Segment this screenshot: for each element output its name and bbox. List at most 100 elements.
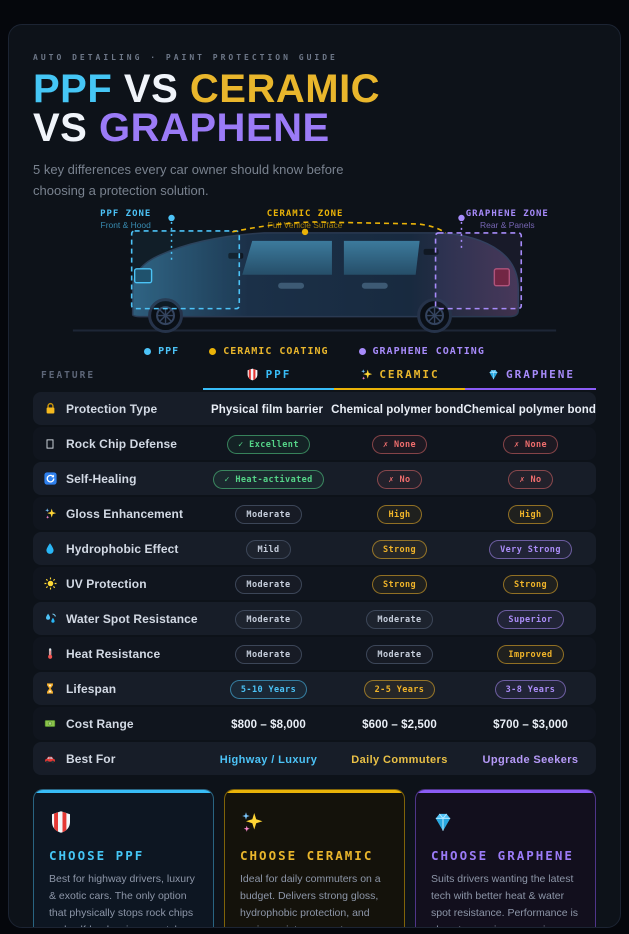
graphene-zone-label: GRAPHENE ZONE — [466, 209, 549, 219]
title-word-graphene: GRAPHENE — [98, 106, 330, 151]
feature-label: Self-Healing — [66, 471, 137, 486]
feature-label: Lifespan — [66, 681, 117, 696]
feature-label: Best For — [66, 751, 116, 766]
diamond-icon — [486, 368, 500, 381]
car-diagram-svg: PPF ZONE Front & Hood CERAMIC ZONE Full … — [72, 209, 557, 333]
choose-ceramic-card: CHOOSE CERAMIC Ideal for daily commuters… — [224, 789, 405, 927]
feature-label: Water Spot Resistance — [66, 611, 198, 626]
card-body: Suits drivers wanting the latest tech wi… — [431, 873, 579, 927]
column-label: PPF — [265, 368, 292, 382]
ppf-value: Highway / Luxury — [219, 753, 318, 766]
diamond-icon — [431, 810, 580, 836]
graphene-value: Strong — [502, 574, 559, 594]
table-row-water-spot-resistance: Water Spot Resistance Moderate Moderate … — [33, 602, 596, 636]
ppf-value: Moderate — [235, 504, 302, 524]
ceramic-value: Daily Commuters — [351, 753, 448, 766]
card-accent-bar — [416, 790, 595, 794]
ppf-column-header: PPF — [203, 368, 334, 391]
rock-icon — [43, 438, 57, 450]
feature-column-header: FEATURE — [41, 370, 96, 382]
feature-label: Protection Type — [66, 401, 158, 416]
card-body: Best for highway drivers, luxury & exoti… — [49, 873, 195, 927]
table-row-self-healing: Self-Healing ✓ Heat-activated ✗ No ✗ No — [33, 462, 596, 496]
ceramic-zone-line — [232, 220, 446, 234]
legend-dot-purple — [358, 347, 366, 355]
car-zone-diagram: PPF ZONE Front & Hood CERAMIC ZONE Full … — [33, 205, 596, 359]
door-handle-2 — [361, 282, 388, 289]
choose-graphene-card: CHOOSE GRAPHENE Suits drivers wanting th… — [415, 789, 596, 927]
water-spots-icon — [43, 612, 57, 625]
wheel-front — [148, 297, 183, 333]
wheel-rear — [417, 297, 453, 333]
legend-label: GRAPHENE COATING — [372, 345, 485, 357]
graphene-value: Improved — [497, 644, 564, 664]
card-title: CHOOSE PPF — [49, 848, 145, 864]
ceramic-value: Chemical polymer bond — [331, 403, 464, 416]
taillight — [493, 267, 510, 287]
sun-icon — [43, 577, 57, 590]
headlight — [133, 267, 153, 284]
graphene-zone-overlay — [434, 231, 523, 310]
table-row-heat-resistance: Heat Resistance Moderate Moderate Improv… — [33, 637, 596, 671]
feature-label: Rock Chip Defense — [66, 436, 178, 451]
graphene-value: Very Strong — [489, 539, 572, 559]
ceramic-value: 2-5 Years — [363, 679, 436, 699]
ceramic-value: ✗ No — [377, 469, 422, 489]
table-body: Protection Type Physical film barrier Ch… — [33, 392, 596, 776]
graphene-leader-dot — [458, 214, 465, 221]
car-window-front — [242, 240, 332, 275]
car-icon — [43, 753, 57, 765]
legend-item-graphene: GRAPHENE COATING — [358, 345, 485, 357]
graphene-column-header: GRAPHENE — [465, 368, 596, 391]
graphene-value: 3-8 Years — [494, 679, 567, 699]
card-title: CHOOSE GRAPHENE — [431, 848, 574, 864]
legend-label: PPF — [158, 345, 180, 357]
table-row-protection-type: Protection Type Physical film barrier Ch… — [33, 392, 596, 426]
ppf-value: Moderate — [235, 574, 302, 594]
ceramic-value: Moderate — [366, 644, 433, 664]
ppf-value: Moderate — [235, 644, 302, 664]
table-header: FEATURE PPF CERAMIC GRAPHENE — [33, 368, 596, 391]
ceramic-value: High — [377, 504, 422, 524]
legend-dot-cyan — [144, 347, 152, 355]
table-row-best-for: Best For Highway / Luxury Daily Commuter… — [33, 742, 596, 776]
table-row-gloss-enhancement: Gloss Enhancement Moderate High High — [33, 497, 596, 531]
legend-label: CERAMIC COATING — [223, 345, 329, 357]
banknote-icon — [43, 718, 57, 729]
refresh-icon — [43, 472, 57, 485]
legend-item-ceramic: CERAMIC COATING — [209, 346, 328, 357]
ceramic-value: ✗ None — [371, 434, 428, 454]
column-label: CERAMIC — [379, 368, 440, 382]
ppf-value: Moderate — [235, 609, 302, 629]
ppf-value: Mild — [246, 539, 291, 559]
ppf-zone-overlay — [130, 229, 241, 310]
title-word-ppf: PPF — [33, 67, 113, 111]
ppf-zone-label: PPF ZONE — [100, 209, 151, 219]
table-row-hydrophobic-effect: Hydrophobic Effect Mild Strong Very Stro… — [33, 532, 596, 566]
ppf-value: $800 – $8,000 — [231, 718, 306, 731]
ppf-value: ✓ Heat-activated — [213, 469, 324, 489]
feature-label: Hydrophobic Effect — [66, 541, 179, 556]
ceramic-value: Strong — [371, 539, 428, 559]
graphene-value: ✗ None — [502, 434, 559, 454]
droplet-icon — [43, 542, 57, 555]
sparkles-icon — [43, 507, 57, 520]
legend-item-ppf: PPF — [144, 346, 179, 357]
recommendation-cards: CHOOSE PPF Best for highway drivers, lux… — [33, 789, 596, 927]
ppf-leader-dot — [168, 214, 175, 221]
ceramic-leader-dot — [301, 228, 309, 235]
sparkles-icon — [240, 810, 389, 836]
hourglass-icon — [43, 682, 57, 695]
table-row-rock-chip-defense: Rock Chip Defense ✓ Excellent ✗ None ✗ N… — [33, 427, 596, 461]
car-window-rear — [343, 240, 420, 275]
title-word-vs1: VS — [123, 67, 179, 111]
ceramic-value: $600 – $2,500 — [362, 718, 437, 731]
ceramic-zone-sublabel: Full Vehicle Surface — [268, 220, 343, 230]
graphene-value: Superior — [497, 609, 564, 629]
ppf-value: 5-10 Years — [229, 679, 308, 699]
page-title: PPF VS CERAMIC VS GRAPHENE — [33, 67, 596, 151]
table-row-cost-range: Cost Range $800 – $8,000 $600 – $2,500 $… — [33, 707, 596, 741]
ppf-value: ✓ Excellent — [227, 434, 310, 454]
door-handle-1 — [278, 282, 305, 289]
ceramic-zone-label: CERAMIC ZONE — [267, 209, 344, 219]
